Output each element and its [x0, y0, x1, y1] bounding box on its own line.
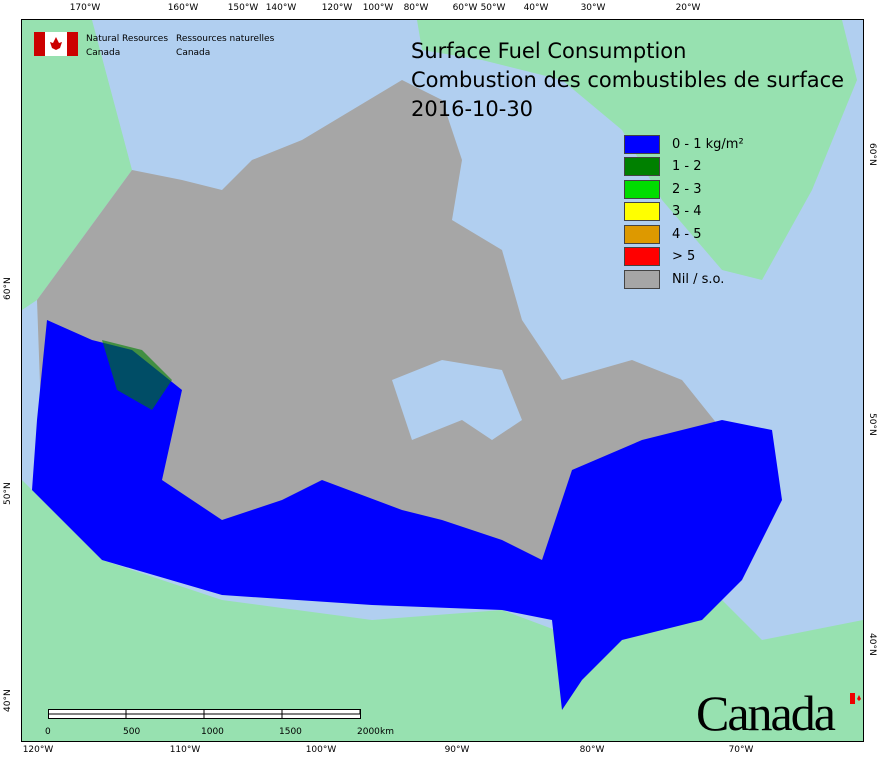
- legend-item: 1 - 2: [624, 156, 744, 179]
- legend-swatch: [624, 202, 660, 222]
- legend-item: 2 - 3: [624, 178, 744, 201]
- fuel-1-2-area: [102, 340, 172, 410]
- graticule-label: 60°W: [452, 3, 478, 13]
- legend-swatch: [624, 224, 660, 244]
- graticule-label: 70°W: [728, 745, 754, 755]
- graticule-label: 160°W: [167, 3, 199, 13]
- graticule-label: 50°N: [867, 413, 877, 436]
- graticule-label: 50°N: [3, 482, 13, 505]
- agency-fr-2: Canada: [176, 48, 211, 58]
- legend-label: 0 - 1 kg/m²: [672, 136, 744, 152]
- graticule-label: 50°W: [480, 3, 506, 13]
- legend-swatch: [624, 269, 660, 289]
- wordmark-text: Canada: [696, 685, 836, 741]
- graticule-label: 90°W: [444, 745, 470, 755]
- graticule-label: 80°W: [403, 3, 429, 13]
- agency-en-1: Natural Resources: [86, 34, 169, 44]
- legend-swatch: [624, 179, 660, 199]
- hudson-bay: [392, 360, 522, 440]
- title-en: Surface Fuel Consumption: [411, 39, 687, 63]
- graticule-label: 120°W: [22, 745, 54, 755]
- graticule-label: 120°W: [321, 3, 353, 13]
- scale-bar: 0 500 1000 1500 2000 km: [45, 706, 394, 739]
- nrcan-signature: Natural Resources Canada Ressources natur…: [34, 32, 274, 60]
- fuel-low-area: [32, 320, 782, 710]
- legend: 0 - 1 kg/m² 1 - 2 2 - 3 3 - 4 4 - 5 > 5 Nil / …: [624, 133, 744, 291]
- graticule-label: 110°W: [169, 745, 201, 755]
- graticule-label: 80°W: [579, 745, 605, 755]
- map-canvas: [22, 20, 863, 741]
- legend-swatch: [624, 134, 660, 154]
- legend-item: Nil / s.o.: [624, 268, 744, 291]
- legend-label: 2 - 3: [672, 181, 702, 197]
- scale-label: 1000: [201, 727, 224, 737]
- map-title: Surface Fuel Consumption Combustion des …: [411, 37, 844, 124]
- title-date: 2016-10-30: [411, 97, 534, 121]
- agency-en-2: Canada: [86, 48, 121, 58]
- graticule-label: 40°W: [523, 3, 549, 13]
- legend-label: 1 - 2: [672, 159, 702, 175]
- legend-label: 3 - 4: [672, 204, 702, 220]
- alaska: [22, 20, 132, 310]
- graticule-label: 30°W: [580, 3, 606, 13]
- usa: [22, 480, 863, 741]
- canada-flag-icon: [34, 32, 78, 56]
- legend-label: 4 - 5: [672, 226, 702, 242]
- legend-label: > 5: [672, 249, 696, 265]
- legend-item: 0 - 1 kg/m²: [624, 133, 744, 156]
- title-fr: Combustion des combustibles de surface: [411, 68, 845, 92]
- wordmark-flag-icon: [850, 693, 861, 704]
- graticule-label: 140°W: [265, 3, 297, 13]
- scale-unit: km: [380, 727, 394, 737]
- scale-label: 1500: [279, 727, 302, 737]
- scale-label: 0: [45, 727, 51, 737]
- graticule-label: 170°W: [69, 3, 101, 13]
- canada-wordmark: Canada: [696, 684, 861, 741]
- graticule-label: 100°W: [362, 3, 394, 13]
- graticule-label: 100°W: [305, 745, 337, 755]
- graticule-label: 20°W: [675, 3, 701, 13]
- scale-bar-graphic: [48, 709, 361, 719]
- legend-swatch: [624, 157, 660, 177]
- scale-label: 500: [123, 727, 141, 737]
- legend-item: 3 - 4: [624, 201, 744, 224]
- graticule-label: 40°N: [867, 633, 877, 656]
- scale-label: 2000: [357, 727, 380, 737]
- agency-fr-1: Ressources naturelles: [176, 34, 275, 44]
- graticule-label: 40°N: [3, 689, 13, 712]
- graticule-label: 60°N: [867, 143, 877, 166]
- legend-label: Nil / s.o.: [672, 271, 725, 287]
- legend-item: > 5: [624, 246, 744, 269]
- graticule-label: 60°N: [3, 277, 13, 300]
- legend-swatch: [624, 247, 660, 267]
- graticule-label: 150°W: [227, 3, 259, 13]
- legend-item: 4 - 5: [624, 223, 744, 246]
- map-frame: Natural Resources Canada Ressources natur…: [21, 19, 864, 742]
